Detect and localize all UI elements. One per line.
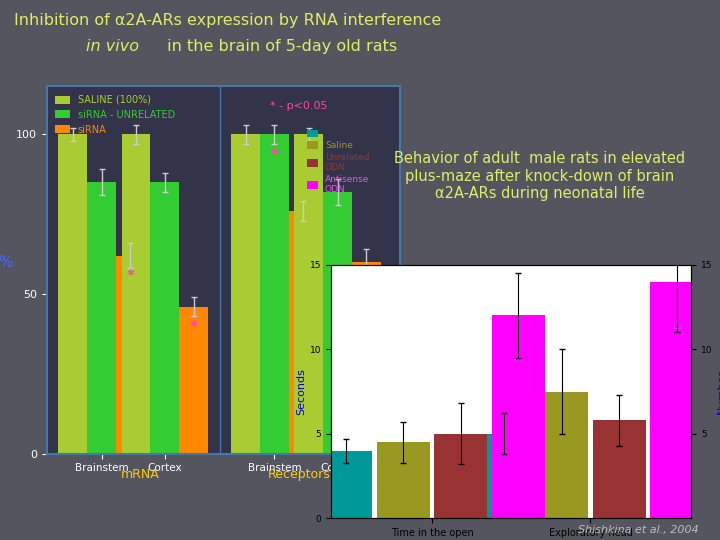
Bar	[477, 434, 531, 518]
Text: mRNA: mRNA	[121, 468, 160, 481]
Bar	[352, 262, 381, 454]
Bar	[58, 134, 87, 454]
Text: Behavior of adult  male rats in elevated
plus-maze after knock-down of brain
α2A: Behavior of adult male rats in elevated …	[395, 151, 685, 201]
Bar	[116, 255, 145, 454]
Text: *: *	[126, 269, 135, 285]
Bar	[377, 442, 430, 518]
Text: *: *	[189, 320, 198, 335]
Bar	[231, 134, 260, 454]
Legend: SALINE (100%), siRNA - UNRELATED, siRNA: SALINE (100%), siRNA - UNRELATED, siRNA	[55, 95, 175, 134]
Legend: , Saline, Unrelated
ODN, Antisense
ODN: , Saline, Unrelated ODN, Antisense ODN	[307, 130, 369, 194]
Bar	[179, 307, 208, 454]
Bar	[260, 134, 289, 454]
Bar	[492, 315, 545, 518]
Text: in vivo: in vivo	[86, 39, 140, 54]
Bar	[650, 281, 703, 518]
Text: △: △	[514, 353, 523, 363]
Bar	[150, 182, 179, 454]
Text: in the brain of 5-day old rats: in the brain of 5-day old rats	[162, 39, 397, 54]
Text: Inhibition of α2A-ARs expression by RNA interference: Inhibition of α2A-ARs expression by RNA …	[14, 14, 441, 29]
Y-axis label: Number: Number	[716, 369, 720, 414]
Bar	[535, 392, 588, 518]
Y-axis label: %: %	[0, 255, 12, 270]
Text: *: *	[270, 148, 279, 163]
Text: *: *	[362, 276, 371, 291]
Bar	[319, 451, 372, 518]
Bar	[289, 211, 318, 454]
Y-axis label: Seconds: Seconds	[296, 368, 306, 415]
Bar	[87, 182, 116, 454]
Text: Shishkina et al., 2004: Shishkina et al., 2004	[577, 524, 698, 535]
Bar	[122, 134, 150, 454]
Bar	[434, 434, 487, 518]
Bar	[323, 192, 352, 454]
Text: Receptors: Receptors	[267, 468, 330, 481]
Text: * - p<0.05: * - p<0.05	[270, 101, 328, 111]
Bar	[593, 420, 646, 518]
Bar	[294, 134, 323, 454]
Text: △: △	[672, 319, 681, 329]
